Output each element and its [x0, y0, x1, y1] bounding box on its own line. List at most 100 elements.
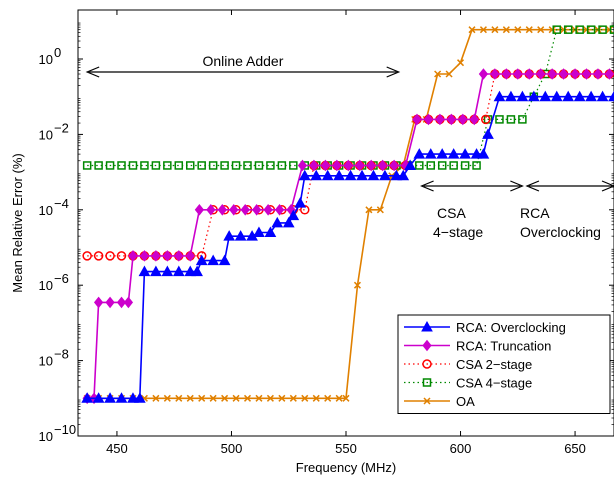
- y-tick-exponent: 0: [54, 45, 61, 60]
- data-point: [470, 148, 483, 159]
- data-point: [174, 161, 184, 170]
- data-point: [404, 159, 416, 170]
- data-point: [435, 113, 445, 126]
- data-point: [426, 161, 436, 170]
- data-point: [151, 250, 161, 262]
- data-point: [537, 26, 545, 34]
- data-point: [516, 90, 529, 102]
- data-point: [365, 206, 373, 214]
- data-point: [150, 265, 162, 277]
- data-point: [324, 394, 332, 402]
- data-point: [252, 204, 262, 216]
- data-point: [163, 394, 171, 402]
- data-point: [570, 68, 580, 80]
- x-tick-label: 600: [450, 441, 472, 456]
- data-point: [278, 394, 286, 402]
- data-point: [301, 394, 309, 402]
- data-point: [274, 204, 285, 216]
- data-point: [552, 25, 561, 34]
- x-tick-label: 450: [106, 441, 128, 456]
- arrow-head-left: [525, 180, 540, 192]
- rca-arrow: [525, 180, 614, 192]
- data-point: [335, 394, 343, 402]
- data-point: [287, 209, 300, 221]
- data-point: [229, 204, 239, 216]
- arrow-head-left: [85, 66, 100, 78]
- data-point: [232, 394, 240, 402]
- data-point: [479, 26, 487, 34]
- data-point: [491, 26, 499, 34]
- data-point: [218, 254, 231, 266]
- data-point: [138, 265, 151, 277]
- data-point: [255, 394, 263, 402]
- data-point: [413, 148, 426, 159]
- legend-entry: RCA: Truncation: [404, 339, 551, 354]
- data-point: [562, 90, 575, 102]
- data-point: [593, 68, 603, 80]
- data-point: [152, 394, 160, 402]
- legend-marker: [422, 339, 432, 352]
- data-point: [191, 265, 203, 277]
- data-point: [94, 161, 103, 170]
- data-point: [175, 394, 183, 402]
- rca-label-line1: RCA: [520, 205, 550, 221]
- data-point: [294, 197, 307, 208]
- data-point: [469, 113, 479, 126]
- data-point: [271, 216, 284, 228]
- legend-label: OA: [456, 394, 475, 409]
- data-point: [436, 148, 449, 159]
- data-point: [423, 113, 434, 126]
- arrow-head-right: [601, 180, 614, 192]
- data-point: [478, 68, 489, 80]
- data-point: [332, 159, 342, 172]
- data-point: [309, 159, 319, 172]
- data-point: [493, 90, 506, 102]
- data-point: [174, 250, 184, 262]
- data-point: [518, 115, 527, 124]
- data-point: [415, 161, 424, 170]
- series-0: [81, 90, 614, 403]
- data-point: [594, 26, 602, 34]
- data-point: [527, 90, 540, 102]
- legend-label: CSA 2−stage: [456, 357, 532, 372]
- data-point: [434, 70, 442, 78]
- data-point: [513, 68, 523, 80]
- data-point: [105, 296, 115, 309]
- data-point: [495, 115, 504, 124]
- data-point: [376, 206, 384, 214]
- data-point: [297, 159, 308, 172]
- data-point: [82, 251, 92, 261]
- y-tick-exponent: −10: [54, 422, 76, 437]
- data-point: [449, 161, 458, 170]
- data-point: [424, 148, 437, 159]
- data-point: [397, 169, 410, 181]
- data-point: [220, 161, 229, 170]
- data-point: [289, 394, 297, 402]
- legend-marker: [421, 320, 433, 332]
- data-point: [342, 394, 350, 402]
- data-point: [356, 169, 368, 181]
- data-point: [264, 226, 277, 238]
- series-1: [82, 68, 614, 405]
- data-point: [321, 169, 334, 181]
- data-point: [139, 250, 150, 262]
- data-point: [389, 159, 399, 172]
- legend-entry: RCA: Overclocking: [404, 320, 566, 335]
- data-point: [366, 159, 376, 172]
- data-point: [123, 296, 134, 309]
- data-point: [445, 70, 453, 78]
- data-point: [81, 392, 94, 403]
- data-point: [446, 113, 457, 126]
- data-point: [582, 26, 591, 34]
- data-point: [116, 251, 127, 261]
- data-point: [320, 159, 331, 172]
- annotations: Online Adder CSA 4−stage RCA Overclocking: [85, 53, 614, 240]
- legend-entry: CSA 2−stage: [404, 357, 532, 372]
- data-point: [104, 392, 116, 403]
- data-point: [539, 90, 552, 102]
- data-point: [609, 25, 614, 34]
- csa-label-line1: CSA: [437, 205, 466, 221]
- data-point: [289, 161, 298, 170]
- data-point: [344, 169, 357, 181]
